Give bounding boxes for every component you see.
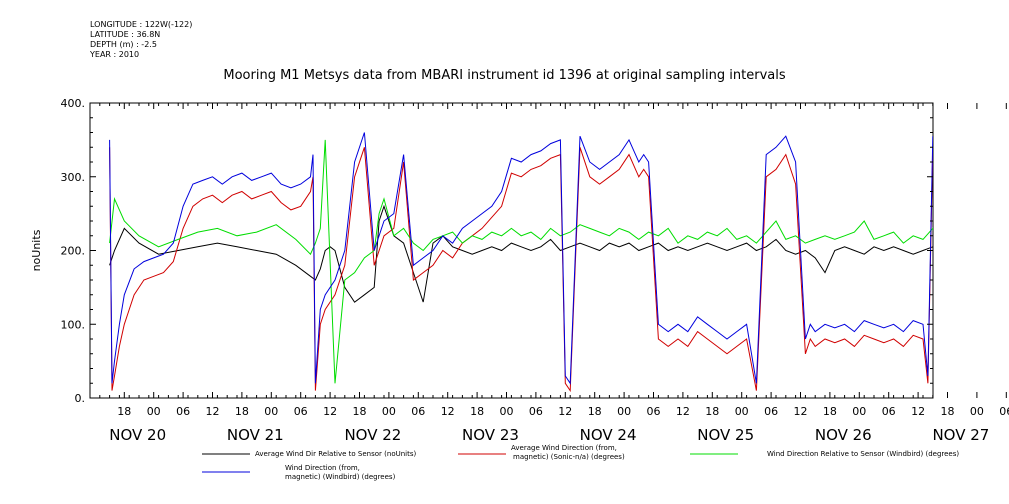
x-hour-label-16: 18 <box>588 405 602 418</box>
x-hour-label-1: 00 <box>147 405 161 418</box>
x-hour-label-15: 12 <box>558 405 572 418</box>
series-line-0 <box>109 204 933 303</box>
y-tick-label-0: 0. <box>75 392 86 405</box>
x-hour-label-10: 06 <box>411 405 425 418</box>
x-hour-label-11: 12 <box>441 405 455 418</box>
x-hour-label-8: 18 <box>353 405 367 418</box>
x-day-label-7: NOV 27 <box>932 426 989 444</box>
x-hour-label-21: 00 <box>735 405 749 418</box>
x-hour-label-27: 12 <box>911 405 925 418</box>
series-line-3 <box>109 132 933 385</box>
x-hour-label-0: 18 <box>117 405 131 418</box>
y-tick-label-4: 400. <box>61 97 86 110</box>
x-hour-label-22: 06 <box>764 405 778 418</box>
x-hour-label-6: 06 <box>294 405 308 418</box>
chart-title: Mooring M1 Metsys data from MBARI instru… <box>223 68 786 83</box>
axis-ticks: 0. 100. 200. 300. 400. noUnits 18 00 06 12 18 00 06 1… <box>30 97 1009 444</box>
x-day-label-2: NOV 22 <box>344 426 401 444</box>
meta-line-longitude: LONGITUDE : 122W(-122) <box>90 20 193 29</box>
metadata-block: LONGITUDE : 122W(-122) LATITUDE : 36.8N … <box>90 20 192 60</box>
y-tick-label-1: 100. <box>61 318 86 331</box>
chart-legend: Average Wind Dir Relative to Sensor (noU… <box>202 444 959 481</box>
x-day-label-6: NOV 26 <box>815 426 872 444</box>
legend-label-2: Wind Direction Relative to Sensor (Windb… <box>767 450 959 458</box>
x-hour-label-30: 06 <box>999 405 1009 418</box>
x-hour-label-13: 00 <box>500 405 514 418</box>
y-axis-label: noUnits <box>30 229 43 271</box>
chart-axes <box>89 102 934 399</box>
x-hour-label-23: 12 <box>794 405 808 418</box>
x-hour-label-24: 18 <box>823 405 837 418</box>
meta-line-year: YEAR : 2010 <box>90 50 140 59</box>
x-hour-label-3: 12 <box>206 405 220 418</box>
x-hour-label-4: 18 <box>235 405 249 418</box>
x-hour-label-9: 00 <box>382 405 396 418</box>
x-hour-label-14: 06 <box>529 405 543 418</box>
x-day-label-0: NOV 20 <box>109 426 166 444</box>
legend-label-0: Average Wind Dir Relative to Sensor (noU… <box>255 450 416 458</box>
x-hour-label-5: 00 <box>264 405 278 418</box>
x-hour-label-7: 12 <box>323 405 337 418</box>
x-hour-label-29: 00 <box>970 405 984 418</box>
y-tick-label-3: 300. <box>61 171 86 184</box>
y-tick-label-2: 200. <box>61 245 86 258</box>
x-hour-label-19: 12 <box>676 405 690 418</box>
x-hour-label-28: 18 <box>941 405 955 418</box>
legend-label-1: Average Wind Direction (from, magnetic) (… <box>511 444 625 461</box>
x-day-label-4: NOV 24 <box>580 426 637 444</box>
series-line-2 <box>109 139 933 384</box>
x-hour-label-17: 00 <box>617 405 631 418</box>
plot-frame <box>89 102 934 399</box>
x-hour-label-26: 06 <box>882 405 896 418</box>
x-hour-label-25: 00 <box>852 405 866 418</box>
x-hour-label-20: 18 <box>705 405 719 418</box>
x-day-label-5: NOV 25 <box>697 426 754 444</box>
x-hour-label-18: 06 <box>647 405 661 418</box>
x-day-label-3: NOV 23 <box>462 426 519 444</box>
x-hour-label-2: 06 <box>176 405 190 418</box>
x-day-label-1: NOV 21 <box>227 426 284 444</box>
legend-label-3: Wind Direction (from, magnetic) (Windbird… <box>285 464 396 481</box>
series-layer <box>109 132 933 393</box>
series-line-1 <box>109 147 933 393</box>
meta-line-depth: DEPTH (m) : -2.5 <box>90 40 157 49</box>
x-hour-label-12: 18 <box>470 405 484 418</box>
meta-line-latitude: LATITUDE : 36.8N <box>90 30 161 39</box>
